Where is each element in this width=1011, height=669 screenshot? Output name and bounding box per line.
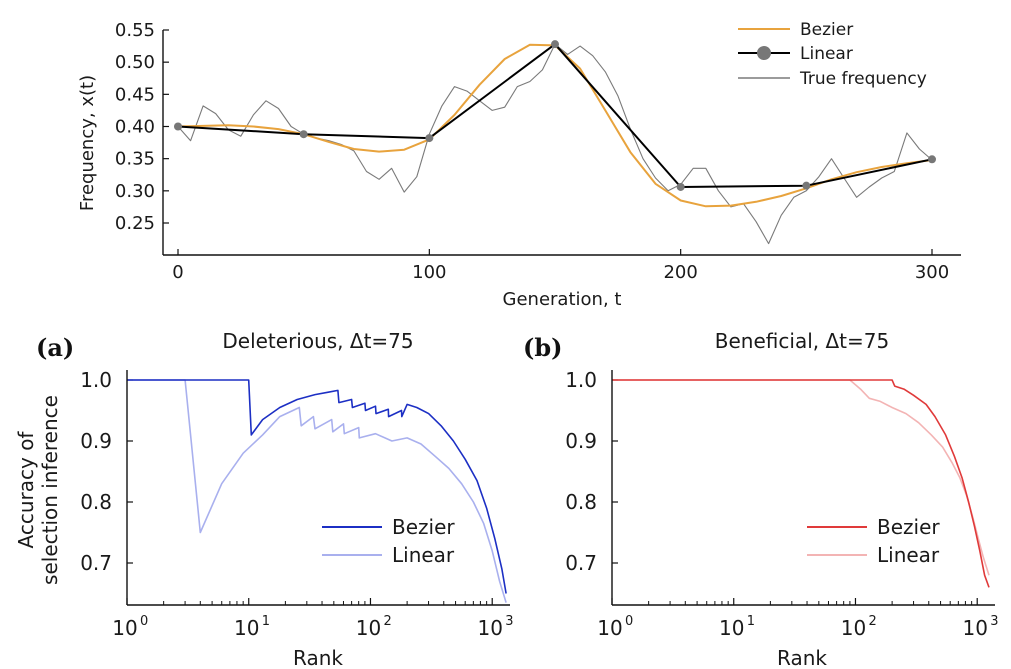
x-tick-label: 10 [719,616,744,640]
x-tick-label: 10 [841,616,866,640]
top-legend: Bezier Linear True frequency [738,20,927,89]
panel-b-series [612,379,990,588]
top-y-label: Frequency, x(t) [77,75,98,211]
legend-label-true-frequency: True frequency [799,69,927,89]
y-tick-label: 0.7 [80,551,112,575]
panel-a: (a) Deleterious, Δt=75 10 0 10 1 10 2 10 30.70.… [14,329,513,669]
y-tick-label: 0.8 [565,490,597,514]
panel-b-series-bezier [612,379,990,588]
legend-label-bezier: Bezier [800,20,853,40]
panel-a-title: Deleterious, Δt=75 [222,329,413,353]
x-tick-label: 10 [962,616,987,640]
top-x-tick-label: 100 [412,262,446,283]
x-tick-exponent: 0 [625,614,633,629]
top-y-tick-label: 0.40 [115,117,155,138]
panel-b-label: (b) [523,333,563,362]
x-tick-exponent: 2 [868,614,876,629]
linear-knot-point [551,40,559,49]
x-tick-exponent: 2 [383,614,391,629]
top-y-tick-label: 0.35 [115,149,155,170]
panel-a-x-label: Rank [293,646,343,669]
top-series-linear [177,43,933,188]
x-tick-label: 10 [356,616,381,640]
legend-label-bezier: Bezier [392,515,455,539]
panel-b-x-label: Rank [777,646,827,669]
y-tick-label: 0.9 [565,429,597,453]
top-x-tick-label: 200 [663,262,697,283]
linear-knot-point [425,134,434,143]
y-tick-label: 0.7 [565,551,597,575]
panel-a-legend: Bezier Linear [322,515,455,567]
x-tick-exponent: 1 [747,614,755,629]
x-tick-exponent: 3 [990,614,998,629]
panel-a-series-bezier [127,379,507,594]
linear-knot-point [676,182,685,191]
panel-b-legend: Bezier Linear [807,515,940,567]
panel-a-series [127,379,507,603]
x-tick-exponent: 3 [505,614,513,629]
linear-knot-point [299,130,308,139]
top-x-tick-label: 300 [915,262,949,283]
linear-knot-point [928,155,936,164]
top-panel: 0 100 200 300 0.25 0.30 0.35 0.40 0.45 0.50 0.55 G… [77,20,961,310]
panel-a-y-label-line1: Accuracy of [14,431,38,549]
x-tick-label: 10 [597,616,622,640]
top-y-tick-label: 0.25 [115,213,155,234]
linear-knot-point [174,122,182,131]
x-tick-label: 10 [234,616,259,640]
panel-b-axis-ticks: 10 0 10 1 10 2 10 30.70.80.91.0 [565,368,998,640]
y-tick-label: 0.9 [80,429,112,453]
top-y-tick-label: 0.30 [115,181,155,202]
y-tick-label: 1.0 [565,368,597,392]
linear-knot-point [802,181,811,190]
top-y-tick-label: 0.55 [115,20,155,41]
panel-b: (b) Beneficial, Δt=75 10 0 10 1 10 2 10 30.70.8… [523,329,998,669]
top-x-label: Generation, t [503,289,622,310]
y-tick-label: 1.0 [80,368,112,392]
legend-label-linear: Linear [877,543,940,567]
panel-a-label: (a) [36,333,74,362]
x-tick-label: 10 [112,616,137,640]
panel-b-title: Beneficial, Δt=75 [715,329,889,353]
top-series [174,40,936,245]
top-y-tick-label: 0.45 [115,84,155,105]
legend-label-linear: Linear [392,543,455,567]
y-tick-label: 0.8 [80,490,112,514]
top-axis-ticks: 0 100 200 300 0.25 0.30 0.35 0.40 0.45 0.50 0.55 [115,20,949,283]
panel-a-series-linear [127,379,507,603]
top-y-tick-label: 0.50 [115,52,155,73]
x-tick-exponent: 1 [262,614,270,629]
top-x-tick-label: 0 [172,262,183,283]
x-tick-exponent: 0 [140,614,148,629]
panel-a-axis-ticks: 10 0 10 1 10 2 10 30.70.80.91.0 [80,368,513,640]
legend-label-bezier: Bezier [877,515,940,539]
x-tick-label: 10 [477,616,502,640]
legend-marker-linear [757,46,771,60]
panel-a-y-label-line2: selection inference [38,395,62,585]
legend-label-linear: Linear [800,44,853,64]
